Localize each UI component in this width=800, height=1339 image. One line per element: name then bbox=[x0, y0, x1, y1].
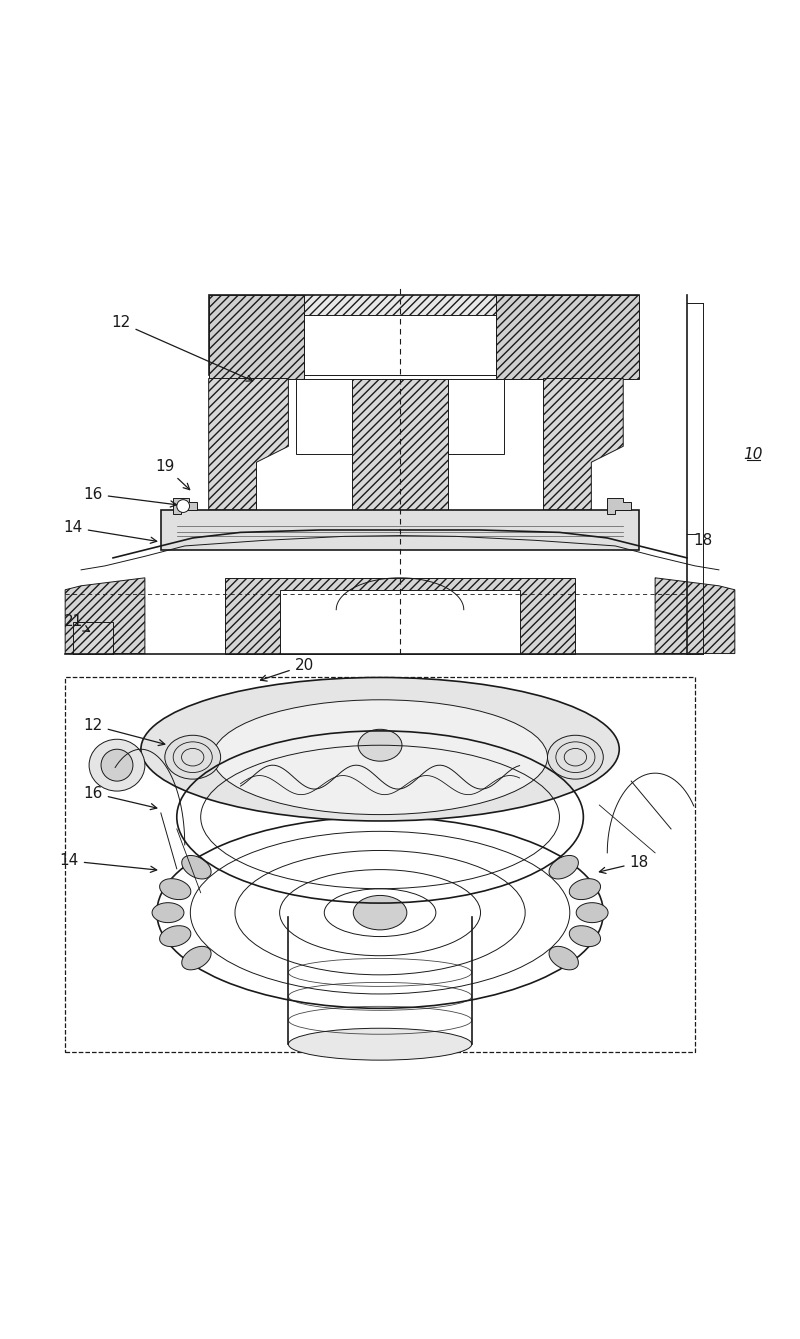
Ellipse shape bbox=[141, 678, 619, 821]
Ellipse shape bbox=[213, 700, 547, 814]
Ellipse shape bbox=[160, 878, 191, 900]
Polygon shape bbox=[225, 578, 575, 653]
Polygon shape bbox=[173, 498, 197, 514]
Ellipse shape bbox=[288, 1028, 472, 1060]
Text: 10: 10 bbox=[743, 447, 762, 462]
Ellipse shape bbox=[547, 735, 603, 779]
Ellipse shape bbox=[570, 878, 601, 900]
Ellipse shape bbox=[549, 947, 578, 969]
Polygon shape bbox=[655, 578, 735, 653]
Bar bbox=[65, 678, 695, 1052]
Text: 16: 16 bbox=[83, 486, 177, 507]
Polygon shape bbox=[607, 498, 631, 514]
Polygon shape bbox=[65, 578, 145, 653]
Ellipse shape bbox=[182, 947, 211, 969]
Ellipse shape bbox=[549, 856, 578, 878]
Ellipse shape bbox=[182, 856, 211, 878]
Ellipse shape bbox=[358, 730, 402, 761]
Ellipse shape bbox=[160, 925, 191, 947]
Ellipse shape bbox=[354, 896, 407, 929]
Polygon shape bbox=[161, 510, 639, 550]
Ellipse shape bbox=[570, 925, 601, 947]
Text: 18: 18 bbox=[599, 854, 649, 873]
Text: 14: 14 bbox=[59, 853, 157, 873]
Ellipse shape bbox=[89, 739, 145, 791]
Bar bbox=[73, 621, 113, 653]
Polygon shape bbox=[281, 589, 519, 653]
Polygon shape bbox=[543, 379, 623, 510]
Polygon shape bbox=[296, 379, 352, 454]
Polygon shape bbox=[209, 379, 288, 510]
Polygon shape bbox=[304, 315, 496, 375]
Text: 19: 19 bbox=[155, 459, 190, 490]
Text: 16: 16 bbox=[83, 786, 157, 810]
Polygon shape bbox=[448, 379, 504, 454]
Polygon shape bbox=[496, 295, 639, 379]
Text: 12: 12 bbox=[83, 718, 165, 746]
Polygon shape bbox=[209, 295, 304, 379]
Polygon shape bbox=[352, 379, 448, 542]
Ellipse shape bbox=[165, 735, 221, 779]
Ellipse shape bbox=[152, 902, 184, 923]
Text: 14: 14 bbox=[63, 520, 157, 544]
Ellipse shape bbox=[576, 902, 608, 923]
Ellipse shape bbox=[101, 750, 133, 781]
Polygon shape bbox=[209, 295, 639, 375]
Text: 21: 21 bbox=[63, 615, 90, 632]
Circle shape bbox=[177, 499, 190, 513]
Text: 18: 18 bbox=[694, 533, 713, 548]
Text: 20: 20 bbox=[261, 657, 314, 682]
Text: 12: 12 bbox=[111, 315, 253, 382]
